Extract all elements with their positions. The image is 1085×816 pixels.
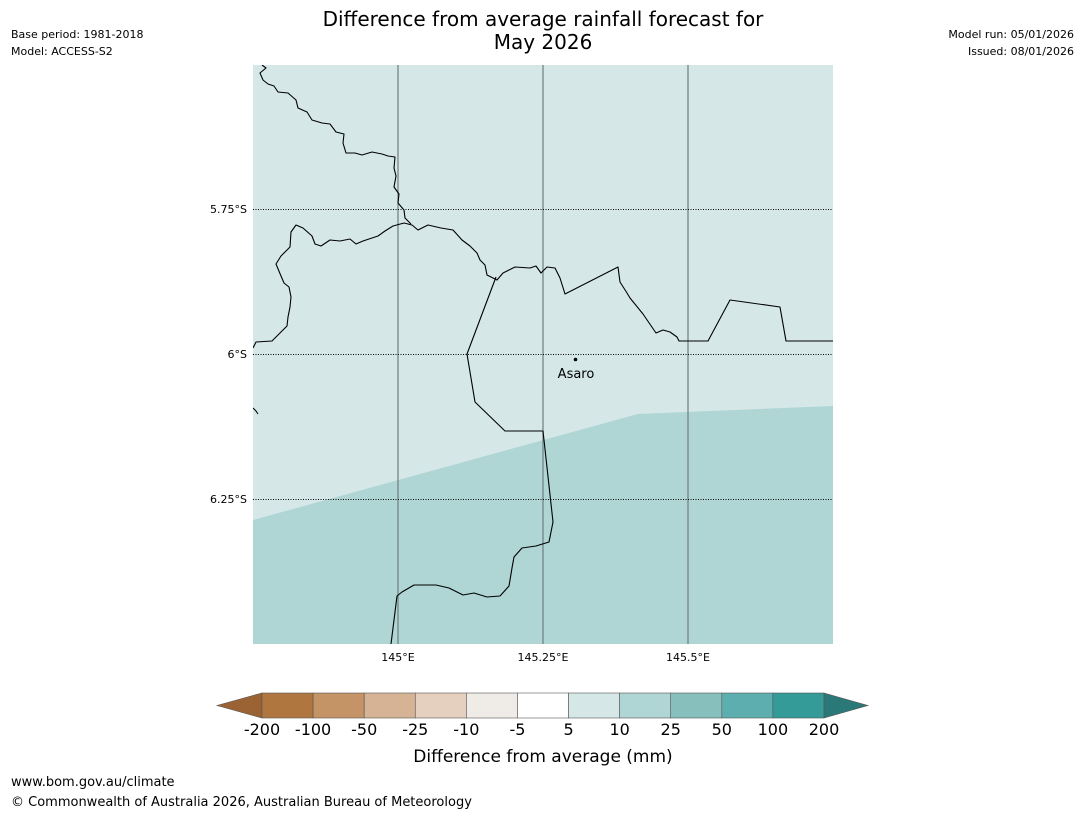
lon-label-145: 145°E — [381, 651, 414, 664]
page-title-line2: May 2026 — [493, 30, 593, 54]
colorbar-box — [312, 692, 365, 719]
colorbar-box — [568, 692, 620, 719]
meta-right: Model run: 05/01/2026 Issued: 08/01/2026 — [948, 26, 1074, 60]
colorbar-tick: -25 — [402, 720, 428, 739]
colorbar-tick: 25 — [661, 720, 681, 739]
colorbar-box — [363, 692, 416, 719]
colorbar-box — [261, 692, 314, 719]
colorbar-box — [721, 692, 774, 719]
colorbar-tick: 200 — [809, 720, 840, 739]
colorbar-extend-high — [823, 692, 870, 719]
place-label-asaro: Asaro — [558, 367, 595, 382]
axis-labels: 5.75°S 6°S 6.25°S 145°E 145.25°E 145.5°E — [210, 203, 710, 664]
colorbar-box — [619, 692, 672, 719]
colorbar-box — [670, 692, 723, 719]
colorbar-tick: -50 — [351, 720, 377, 739]
colorbar-box — [466, 692, 518, 719]
colorbar-box — [772, 692, 825, 719]
place-marker-asaro — [573, 357, 578, 362]
colorbar-tick: -100 — [295, 720, 331, 739]
map-area: Asaro — [253, 65, 833, 644]
colorbar-label: Difference from average (mm) — [413, 747, 672, 767]
colorbar-tick: -10 — [453, 720, 479, 739]
base-period-text: Base period: 1981-2018 — [11, 28, 144, 41]
lon-label-145-25: 145.25°E — [518, 651, 569, 664]
footer-url[interactable]: www.bom.gov.au/climate — [11, 775, 175, 790]
model-text: Model: ACCESS-S2 — [11, 45, 113, 58]
colorbar-tick: -5 — [509, 720, 525, 739]
colorbar-tick: 100 — [758, 720, 789, 739]
footer-copyright: © Commonwealth of Australia 2026, Austra… — [11, 795, 472, 810]
issued-text: Issued: 08/01/2026 — [967, 45, 1074, 58]
meta-left: Base period: 1981-2018 Model: ACCESS-S2 — [11, 26, 143, 60]
colorbar-legend — [215, 692, 870, 719]
model-run-text: Model run: 05/01/2026 — [948, 28, 1074, 41]
province-boundaries — [253, 65, 833, 644]
page-title-line1: Difference from average rainfall forecas… — [322, 7, 764, 31]
colorbar-box — [517, 692, 569, 719]
colorbar-tick: 5 — [563, 720, 573, 739]
lat-label-6: 6°S — [228, 348, 247, 361]
lat-label-6-25: 6.25°S — [210, 493, 247, 506]
colorbar-tick: 50 — [712, 720, 732, 739]
lon-label-145-5: 145.5°E — [666, 651, 710, 664]
colorbar-extend-low — [215, 692, 263, 719]
lat-label-5-75: 5.75°S — [210, 203, 247, 216]
colorbar-tick-labels: -200 -100 -50 -25 -10 -5 5 10 25 50 100 200 — [244, 720, 839, 739]
colorbar-tick: -200 — [244, 720, 280, 739]
colorbar-tick: 10 — [609, 720, 629, 739]
colorbar-box — [414, 692, 467, 719]
